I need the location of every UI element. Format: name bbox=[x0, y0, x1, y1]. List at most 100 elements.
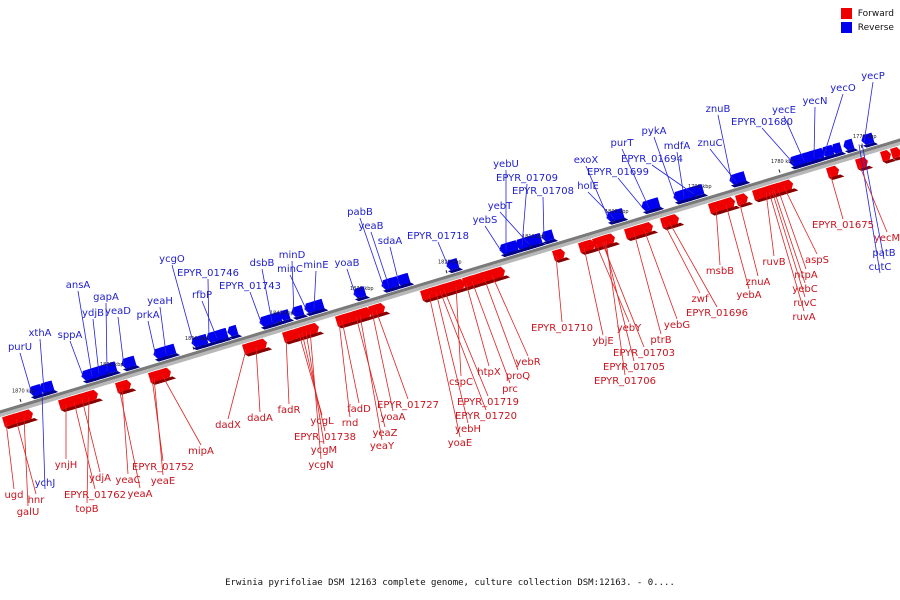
svg-text:EPYR_01680: EPYR_01680 bbox=[731, 117, 793, 128]
gene-block-f-7[interactable] bbox=[290, 327, 307, 343]
gene-block-r-8[interactable] bbox=[262, 313, 279, 329]
label-epyr-01720: EPYR_01720 bbox=[439, 290, 517, 422]
label-ynjh: ynjH bbox=[55, 404, 77, 471]
label-yebs: yebS bbox=[473, 215, 503, 253]
svg-text:EPYR_01752: EPYR_01752 bbox=[132, 462, 194, 473]
svg-text:htpX: htpX bbox=[477, 367, 501, 378]
gene-mind[interactable] bbox=[290, 304, 309, 321]
gene-block-r-6[interactable] bbox=[216, 327, 233, 343]
gene-block-r-25[interactable] bbox=[830, 141, 847, 157]
svg-text:EPYR_01720: EPYR_01720 bbox=[455, 411, 517, 422]
svg-text:yecO: yecO bbox=[830, 83, 856, 94]
tick-label: 1830 kbp bbox=[350, 286, 374, 292]
gene-block-r-24[interactable] bbox=[806, 149, 823, 165]
svg-text:EPYR_01699: EPYR_01699 bbox=[587, 167, 649, 178]
gene-block-r-16[interactable] bbox=[530, 232, 547, 248]
gene-block-f-20[interactable] bbox=[584, 238, 601, 254]
gene-znua[interactable] bbox=[735, 192, 754, 209]
svg-text:ycgM: ycgM bbox=[311, 445, 337, 456]
gene-block-r-10[interactable] bbox=[312, 298, 329, 314]
gene-block-f-23[interactable] bbox=[634, 223, 651, 239]
label-epyr-01762: EPYR_01762 bbox=[64, 401, 126, 501]
gene-block-r-11[interactable] bbox=[382, 277, 399, 293]
gene-block-r-3[interactable] bbox=[124, 355, 141, 371]
legend-label-reverse: Reverse bbox=[857, 22, 894, 33]
gene-topb[interactable] bbox=[85, 388, 104, 405]
label-galu: galU bbox=[17, 416, 39, 518]
gene-ychj[interactable] bbox=[38, 380, 57, 397]
label-epyr-01699: EPYR_01699 bbox=[587, 167, 649, 210]
gene-block-f-17[interactable] bbox=[484, 268, 501, 284]
gene-block-f-8[interactable] bbox=[300, 324, 317, 340]
label-yead: yeaD bbox=[105, 306, 131, 367]
label-ycgl: ycgL bbox=[298, 333, 334, 427]
legend-item-forward: Forward bbox=[840, 8, 894, 19]
gene-block-r-1[interactable] bbox=[84, 367, 101, 383]
svg-text:EPYR_01706: EPYR_01706 bbox=[594, 376, 656, 387]
gene-block-f-24[interactable] bbox=[668, 212, 685, 228]
svg-text:EPYR_01743: EPYR_01743 bbox=[219, 281, 281, 292]
label-purt: purT bbox=[611, 138, 650, 209]
tick-mark bbox=[357, 296, 360, 300]
gene-block-f-5[interactable] bbox=[246, 340, 263, 356]
label-xtha: xthA bbox=[28, 328, 52, 391]
svg-text:topB: topB bbox=[75, 504, 98, 515]
svg-text:dsbB: dsbB bbox=[250, 258, 275, 269]
tick-mark bbox=[778, 169, 781, 173]
svg-text:yecE: yecE bbox=[772, 105, 796, 116]
svg-text:ychJ: ychJ bbox=[35, 478, 56, 489]
gene-block-r-26[interactable] bbox=[842, 138, 859, 154]
svg-text:exoX: exoX bbox=[574, 155, 599, 166]
gene-block-r-17[interactable] bbox=[612, 207, 629, 223]
svg-text:holE: holE bbox=[577, 181, 599, 192]
label-pyka: pykA bbox=[642, 126, 677, 200]
gene-epyr-01710[interactable] bbox=[552, 247, 571, 264]
gene-block-r-12[interactable] bbox=[398, 272, 415, 288]
label-epyr-01709: EPYR_01709 bbox=[496, 173, 558, 247]
legend-label-forward: Forward bbox=[857, 8, 894, 19]
gene-block-f-22[interactable] bbox=[624, 226, 641, 242]
gene-block-r-7[interactable] bbox=[226, 324, 243, 340]
label-dsbb: dsbB bbox=[250, 258, 275, 322]
gene-block-f-6[interactable] bbox=[256, 337, 273, 353]
svg-text:yebC: yebC bbox=[792, 284, 817, 295]
svg-text:ycgN: ycgN bbox=[308, 460, 333, 471]
gene-block-r-9[interactable] bbox=[278, 308, 295, 324]
svg-text:mdfA: mdfA bbox=[664, 141, 691, 152]
label-epyr-01719: EPYR_01719 bbox=[443, 289, 519, 408]
svg-text:EPYR_01703: EPYR_01703 bbox=[613, 348, 675, 359]
gene-block-f-18[interactable] bbox=[494, 265, 511, 281]
label-znua: znuA bbox=[738, 200, 771, 288]
gene-block-r-21[interactable] bbox=[734, 170, 751, 186]
axis-shadow bbox=[0, 140, 900, 418]
svg-text:msbB: msbB bbox=[706, 266, 734, 277]
svg-text:yeaZ: yeaZ bbox=[372, 428, 397, 439]
label-zwf: zwf bbox=[663, 223, 709, 305]
gene-block-r-18[interactable] bbox=[648, 196, 665, 212]
label-yeae: yeaE bbox=[151, 377, 175, 487]
svg-text:zwf: zwf bbox=[692, 294, 709, 305]
gene-galu[interactable] bbox=[20, 408, 39, 425]
gene-block-r-5[interactable] bbox=[196, 333, 213, 349]
label-asps: aspS bbox=[783, 186, 829, 266]
svg-text:yoaE: yoaE bbox=[448, 438, 472, 449]
gene-block-r-0[interactable] bbox=[30, 383, 47, 399]
gene-epyr-01718[interactable] bbox=[445, 257, 464, 274]
gene-block-f-3[interactable] bbox=[72, 392, 89, 408]
tick-mark bbox=[860, 144, 863, 148]
svg-text:EPYR_01675: EPYR_01675 bbox=[812, 220, 874, 231]
gene-block-f-33[interactable] bbox=[880, 148, 897, 164]
label-sdaa: sdaA bbox=[378, 236, 402, 284]
gene-epyr-01708[interactable] bbox=[540, 228, 559, 245]
svg-text:rfbP: rfbP bbox=[192, 290, 212, 301]
label-yeco: yecO bbox=[823, 83, 856, 156]
svg-text:yecN: yecN bbox=[802, 96, 827, 107]
label-yeaz: yeaZ bbox=[355, 316, 398, 439]
label-puru: purU bbox=[8, 342, 33, 395]
gene-block-f-4[interactable] bbox=[120, 378, 137, 394]
label-yoab: yoaB bbox=[334, 258, 360, 297]
svg-text:yebH: yebH bbox=[455, 424, 481, 435]
label-mind: minD bbox=[279, 250, 306, 316]
gene-yecm[interactable] bbox=[855, 155, 874, 172]
label-epyr-01694: EPYR_01694 bbox=[621, 154, 695, 195]
